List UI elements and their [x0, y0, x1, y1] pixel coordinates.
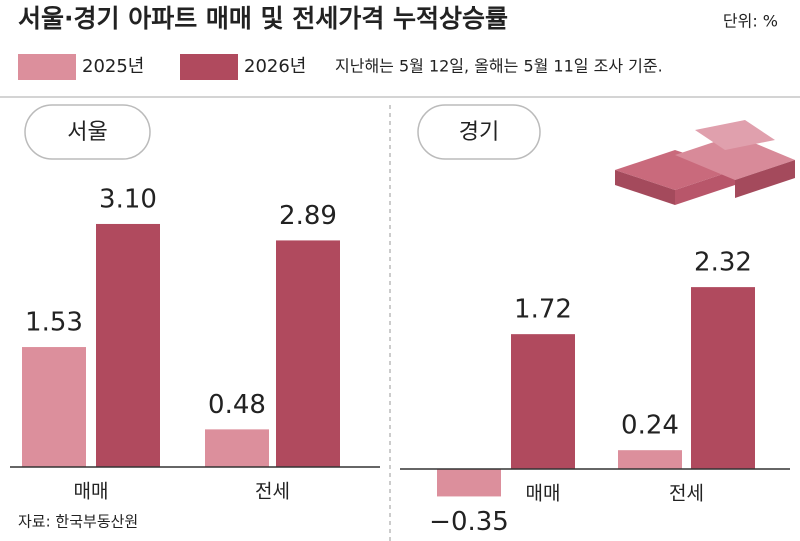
value-label: 2.89 — [279, 201, 337, 231]
value-label: 3.10 — [99, 184, 157, 214]
value-label: 1.53 — [25, 308, 83, 338]
x-tick-label: 매매 — [74, 481, 109, 503]
note: 지난해는 5월 12일, 올해는 5월 11일 조사 기준. — [335, 57, 663, 76]
source: 자료: 한국부동산원 — [18, 513, 138, 531]
legend-label: 2025년 — [82, 56, 144, 77]
panel-title: 서울 — [67, 120, 107, 145]
panel-pill — [24, 104, 151, 160]
panel-pill — [417, 104, 541, 160]
bar — [205, 429, 269, 467]
unit: 단위: % — [723, 12, 778, 31]
x-tick-label: 전세 — [255, 481, 290, 503]
bar — [276, 240, 340, 467]
value-label: 1.72 — [514, 295, 572, 325]
value-label: 0.48 — [208, 390, 266, 420]
legend-swatch — [18, 54, 76, 80]
bar — [437, 469, 501, 497]
panel-title: 경기 — [459, 120, 499, 145]
legend-swatch — [180, 54, 238, 80]
bar — [618, 450, 682, 469]
bar — [511, 334, 575, 469]
bar — [96, 223, 160, 467]
x-tick-label: 전세 — [669, 483, 704, 505]
value-label: 0.24 — [621, 411, 679, 441]
money-icon — [615, 120, 795, 205]
legend-label: 2026년 — [244, 56, 306, 77]
bar — [691, 287, 755, 469]
value-label: 2.32 — [694, 248, 752, 278]
bar — [22, 347, 86, 467]
x-tick-label: 매매 — [526, 483, 561, 505]
chart-title: 서울·경기 아파트 매매 및 전세가격 누적상승률 — [18, 4, 508, 33]
value-label: −0.35 — [429, 507, 509, 537]
